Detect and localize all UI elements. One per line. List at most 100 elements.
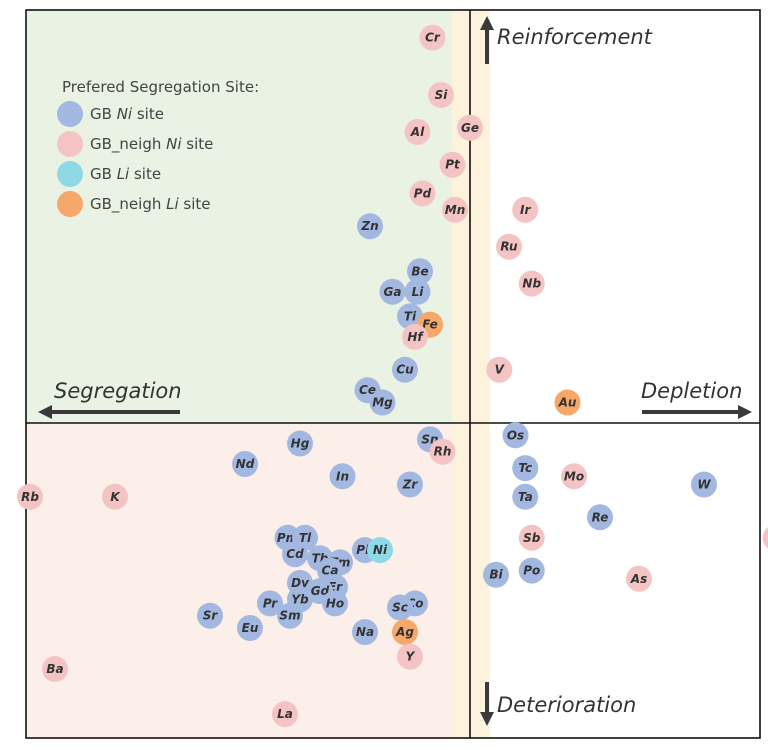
legend-marker-gb_li: [57, 161, 83, 187]
point-marker-mn: [442, 196, 468, 223]
point-marker-hf: [402, 323, 428, 350]
point-label-cr: Cr: [425, 31, 441, 45]
point-cd: Cd: [282, 541, 308, 568]
point-marker-ho: [322, 590, 348, 617]
point-label-dy: Dy: [291, 576, 310, 590]
point-ga: Ga: [379, 278, 406, 305]
point-marker-nb: [518, 270, 545, 297]
point-label-po: Po: [523, 564, 540, 578]
point-k: K: [102, 483, 128, 510]
point-marker-ge: [457, 114, 483, 141]
point-sr: Sr: [197, 602, 223, 629]
point-marker-os: [502, 422, 529, 449]
point-label-pt: Pt: [445, 158, 461, 172]
point-label-ge: Ge: [461, 121, 479, 135]
depletion-label: Depletion: [641, 379, 742, 403]
legend-marker-gb_ni: [57, 101, 83, 127]
point-marker-w: [691, 471, 717, 498]
legend-label-gb_ni: GB Ni site: [90, 105, 164, 123]
point-label-na: Na: [356, 625, 374, 639]
point-label-cu: Cu: [396, 363, 414, 377]
point-nd: Nd: [232, 451, 258, 477]
point-label-mo: Mo: [564, 469, 584, 483]
point-eu: Eu: [237, 615, 263, 641]
legend-label-gb_li: GB Li site: [90, 165, 161, 183]
point-label-tl: Tl: [299, 531, 312, 545]
point-ru: Ru: [496, 233, 522, 260]
point-ba: Ba: [42, 656, 68, 682]
point-marker-li: [404, 278, 431, 305]
point-marker-nd: [232, 451, 258, 477]
point-ni: Ni: [367, 537, 393, 564]
point-te: Te: [762, 527, 768, 549]
point-marker-k: [102, 483, 128, 510]
point-mg: Mg: [369, 389, 396, 416]
point-marker-te: [762, 527, 768, 549]
point-marker-cr: [419, 24, 446, 51]
point-marker-re: [587, 504, 613, 531]
point-marker-sb: [518, 524, 545, 551]
legend-label-gbn_ni: GB_neigh Ni site: [90, 135, 213, 154]
point-label-tc: Tc: [518, 461, 532, 475]
point-label-ho: Ho: [326, 596, 344, 610]
point-au: Au: [554, 389, 581, 416]
point-ge: Ge: [457, 114, 483, 141]
deterioration-label: Deterioration: [497, 693, 636, 717]
point-v: V: [486, 356, 513, 383]
point-ta: Ta: [512, 483, 539, 510]
point-marker-sc: [387, 594, 413, 621]
point-marker-pt: [439, 151, 466, 178]
point-y: Y: [397, 643, 423, 670]
point-label-nb: Nb: [522, 277, 541, 291]
point-marker-v: [486, 356, 513, 383]
point-label-la: La: [277, 707, 293, 721]
point-label-cd: Cd: [286, 547, 304, 561]
point-label-sr: Sr: [203, 609, 219, 623]
point-marker-y: [397, 643, 423, 670]
point-label-gd: Gd: [311, 584, 330, 598]
segregation-reinforcement-region: [26, 10, 452, 423]
point-marker-bi: [483, 561, 509, 588]
point-marker-zn: [357, 213, 383, 240]
point-marker-la: [272, 701, 298, 728]
point-pr: Pr: [257, 590, 283, 617]
point-label-as: As: [630, 572, 647, 586]
point-label-mn: Mn: [445, 203, 465, 217]
point-marker-cu: [392, 356, 418, 383]
point-label-in: In: [336, 469, 349, 483]
point-label-rb: Rb: [21, 490, 39, 504]
point-re: Re: [587, 504, 613, 531]
point-marker-zr: [397, 471, 423, 498]
point-in: In: [329, 463, 356, 490]
point-marker-ba: [42, 656, 68, 682]
point-cu: Cu: [392, 356, 418, 383]
point-label-zr: Zr: [402, 478, 419, 492]
point-rh: Rh: [429, 438, 456, 465]
point-label-hg: Hg: [291, 437, 310, 451]
point-marker-rh: [429, 438, 456, 465]
point-marker-in: [329, 463, 356, 490]
point-marker-ir: [512, 196, 539, 223]
point-label-k: K: [110, 490, 121, 504]
point-label-os: Os: [507, 428, 524, 442]
segregation-label: Segregation: [54, 379, 182, 403]
point-marker-rb: [17, 483, 43, 510]
point-label-ga: Ga: [384, 285, 402, 299]
point-label-yb: Yb: [291, 592, 309, 606]
point-bi: Bi: [483, 561, 509, 588]
point-as: As: [626, 565, 652, 592]
point-label-pr: Pr: [263, 596, 278, 610]
point-mn: Mn: [442, 196, 468, 223]
point-marker-na: [352, 619, 378, 646]
point-marker-au: [554, 389, 581, 416]
reinforcement-arrow: [480, 16, 494, 64]
point-label-al: Al: [410, 125, 425, 139]
point-marker-tc: [512, 455, 539, 482]
point-label-v: V: [495, 363, 506, 377]
point-marker-mo: [561, 463, 587, 490]
point-label-be: Be: [411, 264, 428, 278]
point-label-hf: Hf: [407, 330, 424, 344]
point-marker-eu: [237, 615, 263, 641]
